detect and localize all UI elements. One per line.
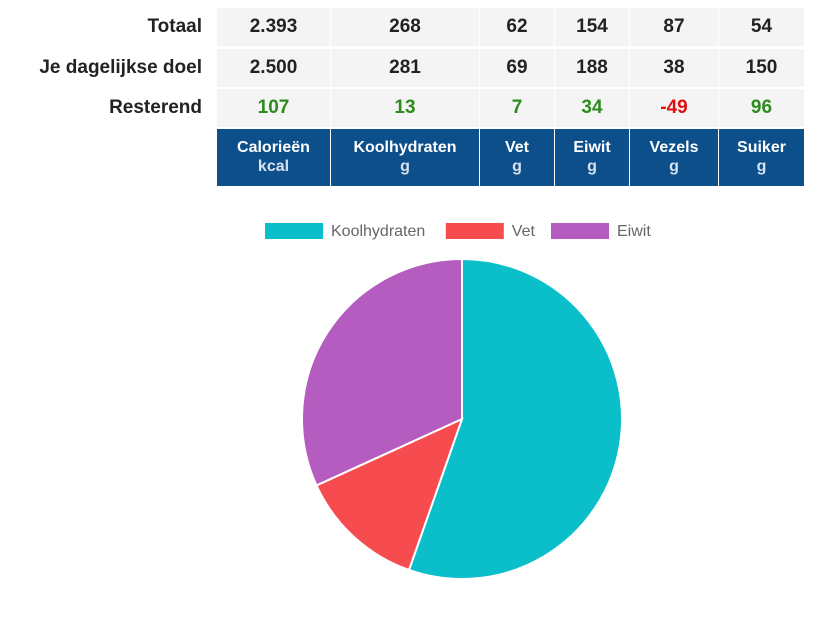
table-cell: 281 bbox=[331, 49, 480, 87]
column-header-vet: Vet g bbox=[480, 129, 555, 186]
row-label-resterend: Resterend bbox=[109, 97, 202, 118]
table-cell: 13 bbox=[331, 89, 480, 127]
row-label-doel: Je dagelijkse doel bbox=[39, 57, 202, 78]
row-label-totaal: Totaal bbox=[147, 16, 202, 37]
column-header-unit: g bbox=[512, 158, 522, 175]
column-header-unit: kcal bbox=[257, 158, 290, 175]
chart-legend: Koolhydraten Vet Eiwit bbox=[265, 223, 651, 240]
column-header-name: Vezels bbox=[649, 139, 699, 156]
column-header-name: Vet bbox=[504, 139, 529, 156]
table-cell: 2.393 bbox=[217, 8, 331, 46]
legend-label-vet: Vet bbox=[512, 223, 536, 240]
table-cell: 107 bbox=[217, 89, 331, 127]
column-header-vezels: Vezels g bbox=[630, 129, 719, 186]
pie-slices bbox=[301, 257, 623, 580]
table-cell: 87 bbox=[630, 8, 719, 46]
table-cell: 96 bbox=[719, 89, 805, 127]
legend-swatch-vet bbox=[445, 223, 504, 239]
column-header-unit: g bbox=[669, 158, 679, 175]
table-cell: 154 bbox=[555, 8, 630, 46]
legend-swatch-eiwit bbox=[551, 223, 609, 239]
legend-swatch-koolhydraten bbox=[265, 223, 323, 239]
table-cell: 54 bbox=[719, 8, 805, 46]
table-cell-negative: -49 bbox=[630, 89, 719, 127]
column-header-suiker: Suiker g bbox=[719, 129, 805, 186]
table-cell: 7 bbox=[480, 89, 555, 127]
column-header-calorieen: Calorieën kcal bbox=[217, 129, 331, 186]
table-cell: 2.500 bbox=[217, 49, 331, 87]
pie-slice-vet bbox=[315, 417, 464, 572]
legend-label-koolhydraten: Koolhydraten bbox=[331, 223, 425, 240]
table-row-totaal: Totaal 2.393 268 62 154 87 54 bbox=[0, 8, 834, 46]
table-row-resterend: Resterend 107 13 7 34 -49 96 bbox=[0, 89, 834, 127]
column-header-unit: g bbox=[756, 158, 767, 175]
table-cell: 150 bbox=[719, 49, 805, 87]
table-cell: 34 bbox=[555, 89, 630, 127]
column-header-unit: g bbox=[587, 158, 597, 175]
pie-slice-eiwit bbox=[301, 257, 463, 487]
table-cell: 268 bbox=[331, 8, 480, 46]
legend-label-eiwit: Eiwit bbox=[617, 223, 651, 240]
column-header-koolhydraten: Koolhydraten g bbox=[331, 129, 480, 186]
column-header-name: Calorieën bbox=[237, 139, 310, 156]
table-header-row: Calorieën kcal Koolhydraten g Vet g Eiwi… bbox=[0, 129, 834, 186]
table-cell: 69 bbox=[480, 49, 555, 87]
column-header-unit: g bbox=[400, 158, 410, 175]
column-header-eiwit: Eiwit g bbox=[555, 129, 630, 186]
table-cell: 188 bbox=[555, 49, 630, 87]
column-header-name: Suiker bbox=[737, 139, 786, 156]
table-cell: 62 bbox=[480, 8, 555, 46]
column-header-name: Koolhydraten bbox=[353, 139, 457, 156]
table-row-doel: Je dagelijkse doel 2.500 281 69 188 38 1… bbox=[0, 49, 834, 87]
column-header-name: Eiwit bbox=[573, 139, 611, 156]
table-cell: 38 bbox=[630, 49, 719, 87]
